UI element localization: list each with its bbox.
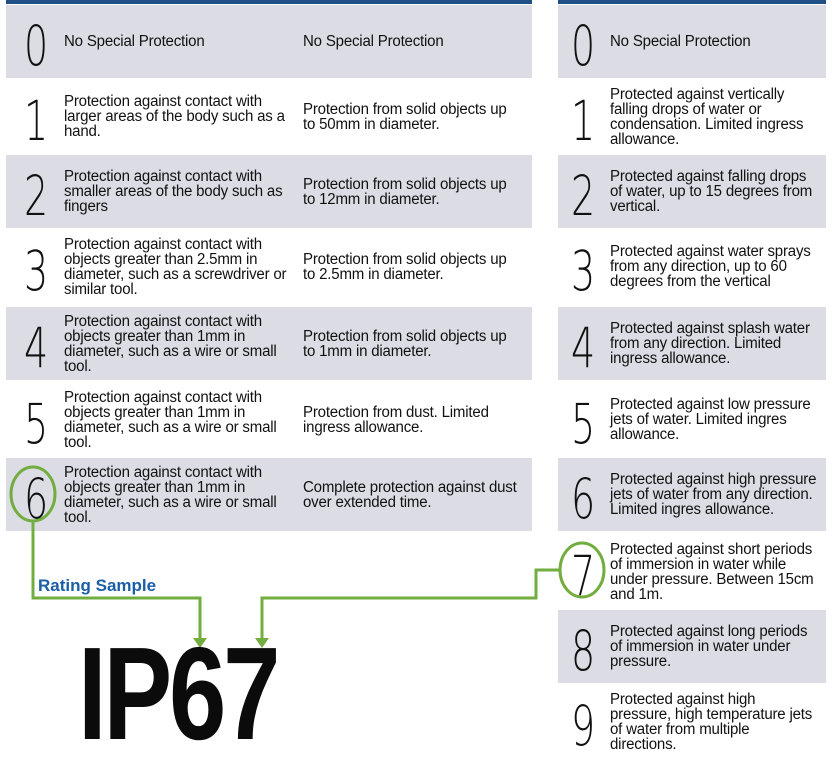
liquids-digit: 0 bbox=[571, 14, 596, 78]
liquids-digit: 9 bbox=[571, 694, 596, 758]
liquids-digit: 2 bbox=[571, 164, 596, 228]
liquid-description: Protected against short periods of immer… bbox=[610, 540, 814, 603]
solid-description: Protection from solid objects up to 50mm… bbox=[303, 100, 507, 133]
liquids-row: 6 Protected against high pressure jets of… bbox=[558, 458, 826, 531]
liquid-description: Protected against vertically falling dro… bbox=[610, 85, 804, 148]
liquids-digit: 6 bbox=[571, 467, 596, 531]
solid-description: Complete protection against dust over ex… bbox=[303, 478, 517, 511]
solids-digit: 0 bbox=[24, 14, 49, 78]
solid-description: Protection from dust. Limited ingress al… bbox=[303, 403, 489, 436]
solid-description: Protection from solid objects up to 1mm … bbox=[303, 327, 507, 360]
solids-digit: 4 bbox=[24, 316, 49, 380]
liquid-description: Protected against water sprays from any … bbox=[610, 243, 811, 290]
solids-digit: 1 bbox=[24, 89, 49, 153]
solids-row: 4 Protection against contact with objects… bbox=[6, 307, 532, 380]
liquids-digit: 4 bbox=[571, 316, 596, 380]
solids-digit: 5 bbox=[24, 392, 49, 456]
liquids-digit: 8 bbox=[571, 619, 596, 683]
contact-description: Protection against contact with objects … bbox=[64, 463, 277, 526]
highlight-circle-6 bbox=[9, 465, 57, 523]
contact-description: Protection against contact with smaller … bbox=[64, 168, 283, 215]
liquid-description: Protected against low pressure jets of w… bbox=[610, 396, 811, 443]
liquid-description: Protected against high pressure jets of … bbox=[610, 471, 817, 518]
solids-row: 1 Protection against contact with larger … bbox=[6, 80, 532, 153]
ip-code: IP67 bbox=[78, 620, 280, 767]
liquids-row: 9 Protected against high pressure, high t… bbox=[558, 685, 826, 758]
connector-solid bbox=[31, 521, 202, 640]
solids-digit: 3 bbox=[24, 239, 49, 303]
liquid-description: No Special Protection bbox=[610, 33, 751, 50]
connector-liquid bbox=[260, 568, 560, 640]
liquid-description: Protected against splash water from any … bbox=[610, 320, 810, 367]
liquids-row: 4 Protected against splash water from any… bbox=[558, 307, 826, 380]
solid-description: No Special Protection bbox=[303, 33, 444, 50]
top-border-left bbox=[6, 0, 532, 4]
liquids-row: 8 Protected against long periods of immer… bbox=[558, 610, 826, 683]
top-border-right bbox=[558, 0, 826, 4]
highlight-circle-7 bbox=[558, 541, 606, 599]
liquids-row: 0 No Special Protection bbox=[558, 5, 826, 78]
solids-row: 2 Protection against contact with smaller… bbox=[6, 155, 532, 228]
liquids-row: 3 Protected against water sprays from any… bbox=[558, 230, 826, 303]
liquids-row: 2 Protected against falling drops of wate… bbox=[558, 155, 826, 228]
solids-row: 5 Protection against contact with objects… bbox=[6, 383, 532, 456]
contact-description: Protection against contact with objects … bbox=[64, 312, 277, 375]
liquids-digit: 1 bbox=[571, 89, 596, 153]
liquids-row: 5 Protected against low pressure jets of … bbox=[558, 383, 826, 456]
solids-row: 3 Protection against contact with objects… bbox=[6, 230, 532, 303]
contact-description: Protection against contact with objects … bbox=[64, 235, 287, 298]
liquid-description: Protected against falling drops of water… bbox=[610, 168, 813, 215]
liquids-row: 7 Protected against short periods of imme… bbox=[558, 535, 826, 608]
contact-description: Protection against contact with larger a… bbox=[64, 93, 285, 140]
arrow-head-liquid bbox=[255, 638, 269, 648]
liquids-row: 1 Protected against vertically falling dr… bbox=[558, 80, 826, 153]
solids-row: 0 No Special Protection No Special Protect… bbox=[6, 5, 532, 78]
liquids-digit: 3 bbox=[571, 239, 596, 303]
contact-description: Protection against contact with objects … bbox=[64, 388, 277, 451]
rating-sample-label: Rating Sample bbox=[38, 576, 157, 595]
contact-description: No Special Protection bbox=[64, 33, 205, 50]
solid-description: Protection from solid objects up to 2.5m… bbox=[303, 250, 507, 283]
solid-description: Protection from solid objects up to 12mm… bbox=[303, 175, 507, 208]
solids-digit: 2 bbox=[24, 164, 49, 228]
arrow-head-solid bbox=[193, 638, 207, 648]
liquids-digit: 5 bbox=[571, 392, 596, 456]
liquid-description: Protected against high pressure, high te… bbox=[610, 690, 813, 753]
liquid-description: Protected against long periods of immers… bbox=[610, 623, 808, 670]
